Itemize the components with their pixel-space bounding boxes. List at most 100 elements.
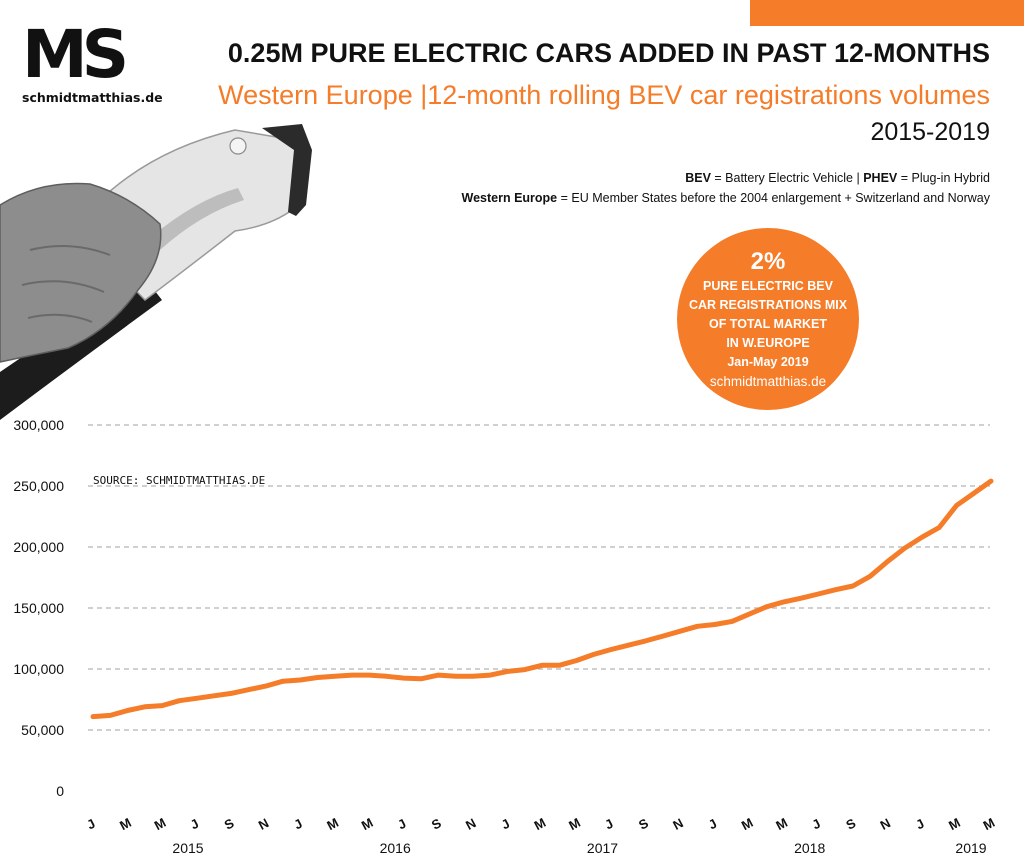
data-point — [557, 663, 561, 667]
data-point — [782, 600, 786, 604]
x-tick-label: M — [946, 815, 963, 833]
hand — [0, 182, 162, 363]
data-point — [575, 658, 579, 662]
series-line-path — [90, 478, 994, 720]
data-point — [730, 619, 734, 623]
data-point — [989, 479, 993, 483]
data-point — [765, 605, 769, 609]
data-point — [246, 688, 250, 692]
y-tick-label: 50,000 — [21, 722, 64, 738]
badge-line-5: Jan-May 2019 — [727, 355, 809, 369]
x-tick-label: M — [773, 815, 790, 833]
y-axis-ticks: 0 50,000 100,000 150,000 200,000 250,000 300,0… — [13, 417, 64, 799]
x-tick-label: N — [670, 815, 685, 833]
data-point — [229, 691, 233, 695]
data-point — [747, 612, 751, 616]
charger-emblem — [229, 137, 247, 155]
x-tick-label: J — [291, 816, 304, 833]
x-tick-label: J — [602, 816, 615, 833]
data-point — [160, 704, 164, 708]
data-point — [868, 574, 872, 578]
badge-line-4: IN W.EUROPE — [726, 336, 810, 350]
data-point — [350, 673, 354, 677]
x-tick-label: N — [463, 815, 478, 833]
x-tick-label: S — [843, 815, 858, 832]
x-tick-label: M — [152, 815, 169, 833]
data-point — [937, 525, 941, 529]
x-tick-label: M — [566, 815, 583, 833]
data-point — [298, 678, 302, 682]
x-tick-label: J — [188, 816, 201, 833]
data-point — [644, 639, 648, 643]
data-point — [419, 677, 423, 681]
x-tick-label: N — [878, 815, 893, 833]
y-tick-label: 250,000 — [13, 478, 64, 494]
data-point — [816, 592, 820, 596]
phev-term: PHEV — [863, 171, 898, 185]
data-point — [678, 629, 682, 633]
data-point — [609, 647, 613, 651]
grid — [88, 424, 990, 731]
bev-term: BEV — [685, 171, 711, 185]
x-tick-label: S — [222, 815, 237, 832]
western-europe-term: Western Europe — [461, 191, 558, 205]
hand-knuckles — [21, 245, 111, 323]
definition-bev-phev: BEV = Battery Electric Vehicle | PHEV = … — [685, 171, 990, 185]
x-tick-label: J — [84, 816, 97, 833]
logo: MS schmidtmatthias.de — [22, 16, 163, 106]
data-point — [834, 588, 838, 592]
charger-grip-slot — [150, 188, 244, 250]
market-share-badge: 2% PURE ELECTRIC BEV CAR REGISTRATIONS M… — [677, 228, 859, 410]
year-label: 2017 — [587, 840, 618, 856]
data-point — [212, 694, 216, 698]
year-label: 2019 — [955, 840, 986, 856]
data-point — [333, 674, 337, 678]
x-tick-label: M — [117, 815, 134, 833]
bev-definition: = Battery Electric Vehicle | — [710, 171, 864, 185]
y-tick-label: 150,000 — [13, 600, 64, 616]
data-point — [713, 622, 717, 626]
badge-site: schmidtmatthias.de — [709, 374, 827, 389]
data-point — [316, 676, 320, 680]
charger-nozzle — [262, 124, 312, 216]
data-point — [454, 674, 458, 678]
data-point — [281, 679, 285, 683]
x-tick-label: M — [532, 815, 549, 833]
data-point — [903, 546, 907, 550]
badge-line-2: CAR REGISTRATIONS MIX — [688, 298, 848, 312]
data-point — [91, 715, 95, 719]
source-label: SOURCE: SCHMIDTMATTHIAS.DE — [93, 474, 265, 487]
x-axis-years: 2015 2016 2017 2018 2019 — [172, 840, 986, 856]
data-point — [264, 684, 268, 688]
data-point — [540, 663, 544, 667]
x-tick-label: S — [429, 815, 444, 832]
charger-illustration — [0, 124, 312, 420]
data-point — [523, 668, 527, 672]
chart-title: 0.25M PURE ELECTRIC CARS ADDED IN PAST 1… — [227, 38, 990, 68]
y-tick-label: 0 — [56, 783, 64, 799]
y-tick-label: 300,000 — [13, 417, 64, 433]
x-tick-label: J — [706, 816, 719, 833]
data-point — [592, 652, 596, 656]
data-point — [436, 673, 440, 677]
x-tick-label: N — [256, 815, 271, 833]
badge-percentage: 2% — [750, 248, 786, 275]
data-point — [505, 669, 509, 673]
x-tick-label: J — [395, 816, 408, 833]
chart-subtitle: Western Europe |12-month rolling BEV car… — [218, 80, 990, 110]
logo-mark: MS — [22, 16, 129, 93]
data-point — [851, 584, 855, 588]
year-label: 2016 — [380, 840, 411, 856]
x-tick-label: M — [739, 815, 756, 833]
x-tick-label: M — [981, 815, 998, 833]
x-tick-label: J — [499, 816, 512, 833]
definition-western-europe: Western Europe = EU Member States before… — [462, 191, 991, 205]
x-tick-label: S — [636, 815, 651, 832]
data-point — [955, 504, 958, 508]
badge-line-3: OF TOTAL MARKET — [708, 317, 828, 331]
western-europe-definition: = EU Member States before the 2004 enlar… — [557, 191, 990, 205]
data-point — [695, 624, 699, 628]
data-point — [471, 674, 475, 678]
